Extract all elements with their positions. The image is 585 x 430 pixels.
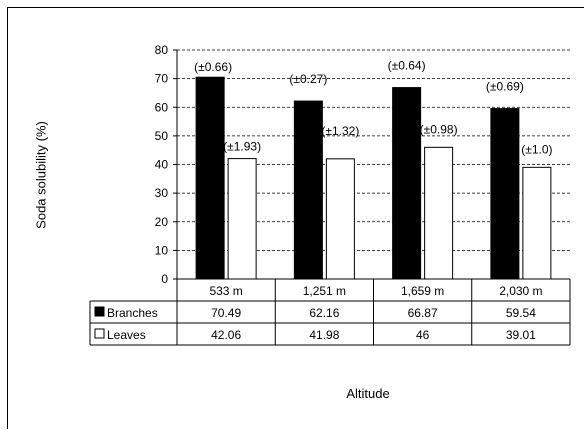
legend-label: Branches	[107, 306, 158, 320]
bar-branches	[293, 100, 323, 280]
bar-leaves	[227, 158, 257, 280]
bar-leaves	[325, 158, 355, 280]
error-label: (±1.93)	[223, 140, 261, 154]
error-label: (±1.32)	[321, 124, 359, 138]
bar-branches	[392, 87, 422, 280]
error-label: (±0.66)	[194, 60, 232, 74]
legend-swatch	[94, 328, 105, 339]
table-cell: 66.87	[408, 306, 438, 320]
bar-leaves	[424, 146, 454, 280]
table-cell: 70.49	[211, 306, 241, 320]
table-cell: 46	[416, 328, 430, 342]
table-cell: 41.98	[309, 328, 339, 342]
error-label: (±0.69)	[486, 80, 524, 94]
table-cell: 42.06	[211, 328, 241, 342]
y-tick-label: 50	[155, 129, 169, 143]
legend-label: Leaves	[107, 328, 146, 342]
error-label: (±0.64)	[388, 59, 426, 73]
error-label: (±0.98)	[420, 122, 458, 136]
x-tick-label: 2,030 m	[499, 284, 542, 298]
bar-branches	[490, 108, 520, 280]
x-tick-label: 1,659 m	[401, 284, 444, 298]
x-tick-label: 1,251 m	[303, 284, 346, 298]
bar-leaves	[522, 166, 552, 280]
y-tick-label: 80	[155, 43, 169, 57]
bar-branches	[195, 76, 225, 280]
y-tick-label: 70	[155, 72, 169, 86]
x-axis-label: Altitude	[346, 386, 390, 401]
y-axis-label: Soda solubility (%)	[33, 121, 49, 229]
chart-frame	[7, 7, 584, 429]
y-tick-label: 0	[161, 272, 168, 286]
table-cell: 59.54	[506, 306, 536, 320]
error-label: (±0.27)	[289, 72, 327, 86]
y-tick-label: 40	[155, 158, 169, 172]
y-tick-label: 60	[155, 100, 169, 114]
table-cell: 62.16	[309, 306, 339, 320]
y-tick-label: 10	[155, 243, 169, 257]
table-cell: 39.01	[506, 328, 536, 342]
legend-swatch	[94, 306, 105, 317]
y-tick-label: 30	[155, 186, 169, 200]
y-tick-label: 20	[155, 215, 169, 229]
error-label: (±1.0)	[521, 142, 552, 156]
x-tick-label: 533 m	[209, 284, 242, 298]
